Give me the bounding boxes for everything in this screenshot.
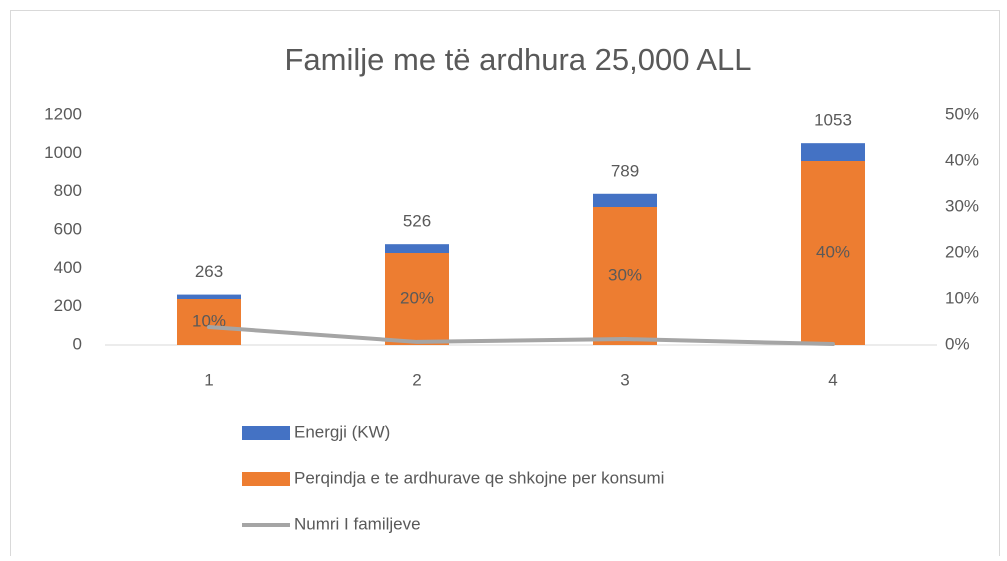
data-label: 526 <box>403 212 431 231</box>
data-label: 20% <box>400 288 434 307</box>
x-tick-label: 1 <box>204 370 213 389</box>
bar <box>177 299 241 345</box>
y2-tick-label: 0% <box>945 334 970 353</box>
y2-tick-label: 30% <box>945 196 979 215</box>
x-tick-label: 3 <box>620 370 629 389</box>
x-tick-label: 2 <box>412 370 421 389</box>
legend-label: Numri I familjeve <box>294 514 421 533</box>
y-tick-label: 200 <box>54 296 82 315</box>
data-label: 263 <box>195 262 223 281</box>
bar <box>801 161 865 345</box>
y2-tick-label: 40% <box>945 150 979 169</box>
legend-swatch <box>242 472 290 486</box>
x-tick-label: 4 <box>828 370 837 389</box>
bar <box>385 253 449 345</box>
data-label: 30% <box>608 265 642 284</box>
data-label: 1053 <box>814 111 852 130</box>
y-tick-label: 1200 <box>44 104 82 123</box>
y-tick-label: 600 <box>54 219 82 238</box>
data-label: 40% <box>816 242 850 261</box>
y2-tick-label: 50% <box>945 104 979 123</box>
y2-tick-label: 10% <box>945 288 979 307</box>
chart-title: Familje me të ardhura 25,000 ALL <box>285 42 752 77</box>
y-tick-label: 800 <box>54 181 82 200</box>
data-label: 789 <box>611 161 639 180</box>
y2-tick-label: 20% <box>945 242 979 261</box>
line <box>207 324 835 347</box>
y-tick-label: 1000 <box>44 143 82 162</box>
y-tick-label: 0 <box>73 334 82 353</box>
legend-swatch <box>242 426 290 440</box>
legend-label: Perqindja e te ardhurave qe shkojne per … <box>294 468 664 487</box>
y-tick-label: 400 <box>54 258 82 277</box>
legend-label: Energji (KW) <box>294 422 390 441</box>
bar <box>593 207 657 345</box>
